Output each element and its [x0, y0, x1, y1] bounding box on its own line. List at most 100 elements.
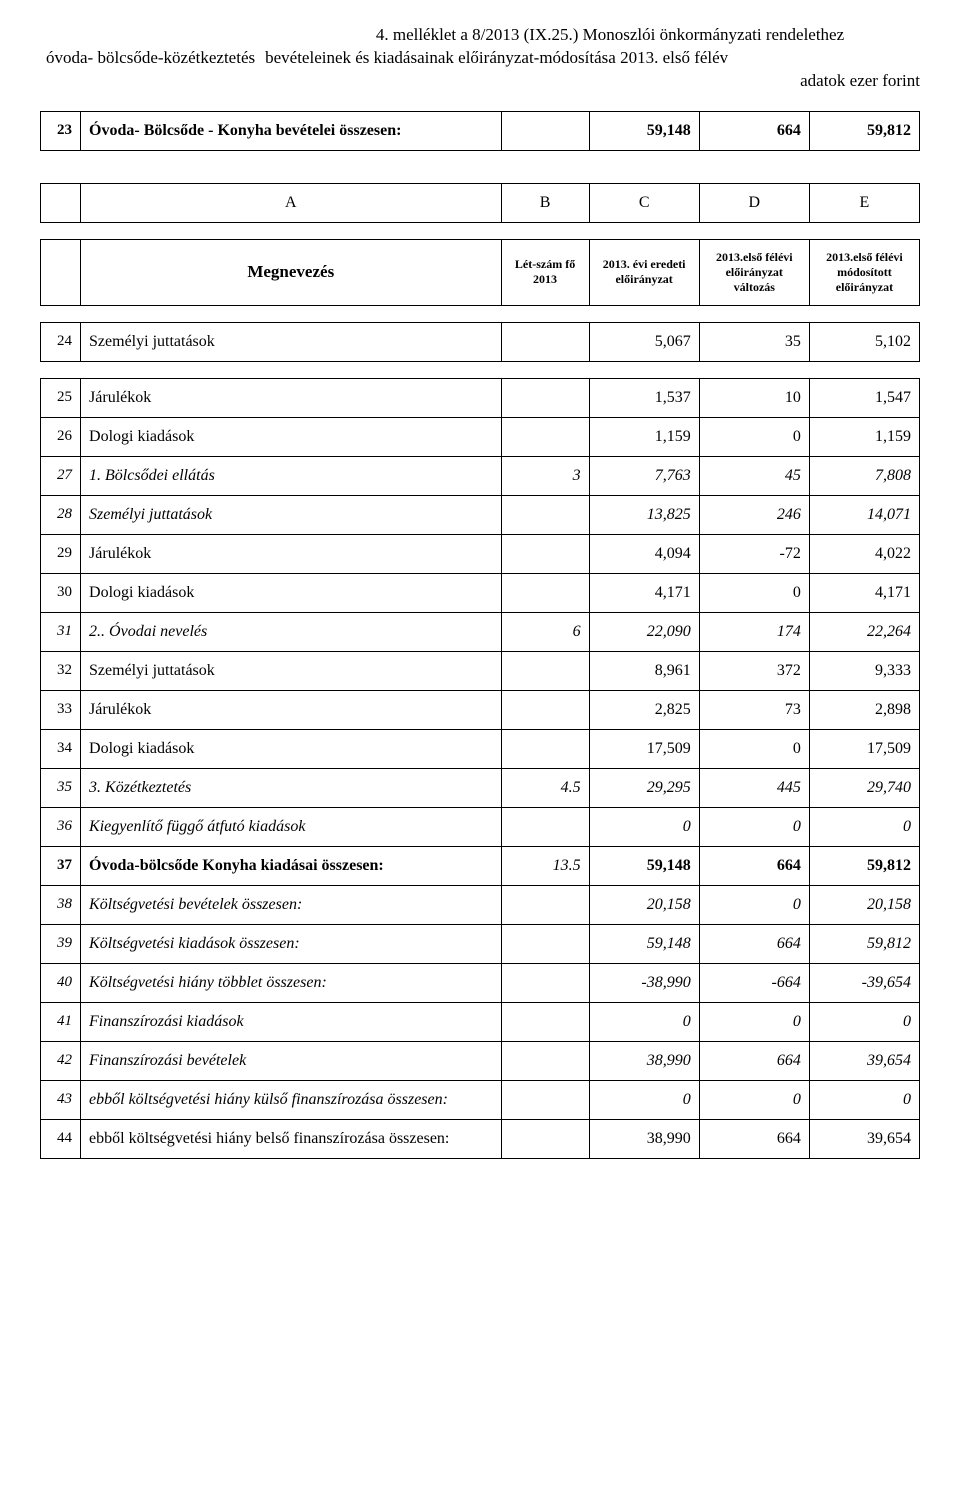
row-letszam [501, 651, 589, 690]
row-number: 42 [41, 1041, 81, 1080]
row-v2: 0 [699, 729, 809, 768]
row-v2: 174 [699, 612, 809, 651]
row-letszam [501, 322, 589, 361]
row-v1: 5,067 [589, 322, 699, 361]
row-letszam [501, 729, 589, 768]
row-v2: 664 [699, 846, 809, 885]
row-v3: 59,812 [809, 846, 919, 885]
table-row: 25Járulékok1,537101,547 [41, 378, 920, 417]
row-v2: 0 [699, 1002, 809, 1041]
row-letszam [501, 1119, 589, 1158]
row-v3: 17,509 [809, 729, 919, 768]
row-letszam [501, 885, 589, 924]
row-v3: 59,812 [809, 924, 919, 963]
page-header: 4. melléklet a 8/2013 (IX.25.) Monoszlói… [40, 24, 920, 93]
row-v3: 39,654 [809, 1041, 919, 1080]
row-v1: 0 [589, 807, 699, 846]
row-number: 24 [41, 322, 81, 361]
row-v3: 14,071 [809, 495, 919, 534]
table-row: 271. Bölcsődei ellátás37,763457,808 [41, 456, 920, 495]
row-v2: 10 [699, 378, 809, 417]
row-v3: 0 [809, 807, 919, 846]
row-number: 38 [41, 885, 81, 924]
row-v3: 22,264 [809, 612, 919, 651]
row-v2: 664 [699, 924, 809, 963]
row-v1: 22,090 [589, 612, 699, 651]
row-number: 39 [41, 924, 81, 963]
row-name: Személyi juttatások [81, 651, 501, 690]
table-row: 26Dologi kiadások 1,15901,159 [41, 417, 920, 456]
table-row: 33Járulékok2,825732,898 [41, 690, 920, 729]
row-number: 35 [41, 768, 81, 807]
row-v2: 664 [699, 1041, 809, 1080]
row-name: Finanszírozási bevételek [81, 1041, 501, 1080]
row-name: 2.. Óvodai nevelés [81, 612, 501, 651]
row-letszam: 3 [501, 456, 589, 495]
row-letszam [501, 417, 589, 456]
row-v1: 4,094 [589, 534, 699, 573]
row-v2: 0 [699, 417, 809, 456]
table-row: 36Kiegyenlítő függő átfutó kiadások000 [41, 807, 920, 846]
row-number: 23 [41, 111, 81, 150]
row-name: Költségvetési hiány többlet összesen: [81, 963, 501, 1002]
row-name: Személyi juttatások [81, 322, 501, 361]
row-v2: 445 [699, 768, 809, 807]
row-v1: 8,961 [589, 651, 699, 690]
row-letszam [501, 1041, 589, 1080]
column-headers-row: MegnevezésLét-szám fő 20132013. évi ered… [41, 239, 920, 305]
row-number: 31 [41, 612, 81, 651]
header-attachment: 4. melléklet a 8/2013 (IX.25.) Monoszlói… [40, 24, 920, 47]
row-v3: 4,171 [809, 573, 919, 612]
row-name: Dologi kiadások [81, 729, 501, 768]
row-v3: 20,158 [809, 885, 919, 924]
header-unit: adatok ezer forint [40, 70, 920, 93]
row-v1: 17,509 [589, 729, 699, 768]
row-v2: 73 [699, 690, 809, 729]
row-v3: 1,159 [809, 417, 919, 456]
row-v3: 59,812 [809, 111, 919, 150]
table-row: 37Óvoda-bölcsőde Konyha kiadásai összese… [41, 846, 920, 885]
row-v2: 0 [699, 885, 809, 924]
row-v3: -39,654 [809, 963, 919, 1002]
row-name: Költségvetési kiadások összesen: [81, 924, 501, 963]
row-number: 37 [41, 846, 81, 885]
row-letszam [501, 1002, 589, 1041]
row-v2: 372 [699, 651, 809, 690]
row-v3: 4,022 [809, 534, 919, 573]
row-v2: 0 [699, 573, 809, 612]
row-v1: 13,825 [589, 495, 699, 534]
row-v3: 0 [809, 1002, 919, 1041]
row-v3: 2,898 [809, 690, 919, 729]
row-number: 40 [41, 963, 81, 1002]
row-number: 41 [41, 1002, 81, 1041]
table-row: 40Költségvetési hiány többlet összesen: -… [41, 963, 920, 1002]
table-row: 24Személyi juttatások5,067355,102 [41, 322, 920, 361]
row-number: 34 [41, 729, 81, 768]
row-number: 26 [41, 417, 81, 456]
row-name: ebből költségvetési hiány külső finanszí… [81, 1080, 501, 1119]
row-name: Dologi kiadások [81, 417, 501, 456]
row-number: 25 [41, 378, 81, 417]
row-number: 30 [41, 573, 81, 612]
row-letszam [501, 573, 589, 612]
row-v1: 20,158 [589, 885, 699, 924]
row-v1: 38,990 [589, 1041, 699, 1080]
row-letszam: 6 [501, 612, 589, 651]
row-v2: 35 [699, 322, 809, 361]
row-v1: 1,537 [589, 378, 699, 417]
row-v2: 664 [699, 1119, 809, 1158]
table-row: 39Költségvetési kiadások összesen:59,148… [41, 924, 920, 963]
table-row: 43ebből költségvetési hiány külső finans… [41, 1080, 920, 1119]
row-name: Kiegyenlítő függő átfutó kiadások [81, 807, 501, 846]
row-v1: 29,295 [589, 768, 699, 807]
row-v2: -72 [699, 534, 809, 573]
row-name: Járulékok [81, 690, 501, 729]
row-v1: 1,159 [589, 417, 699, 456]
row-v1: 0 [589, 1002, 699, 1041]
header-right: bevételeinek és kiadásainak előirányzat-… [265, 47, 728, 70]
column-letters-row: ABCDE [41, 183, 920, 222]
header-left: óvoda- bölcsőde-közétkeztetés [40, 47, 255, 70]
row-v2: 0 [699, 807, 809, 846]
row-letszam: 13.5 [501, 846, 589, 885]
row-letszam [501, 807, 589, 846]
